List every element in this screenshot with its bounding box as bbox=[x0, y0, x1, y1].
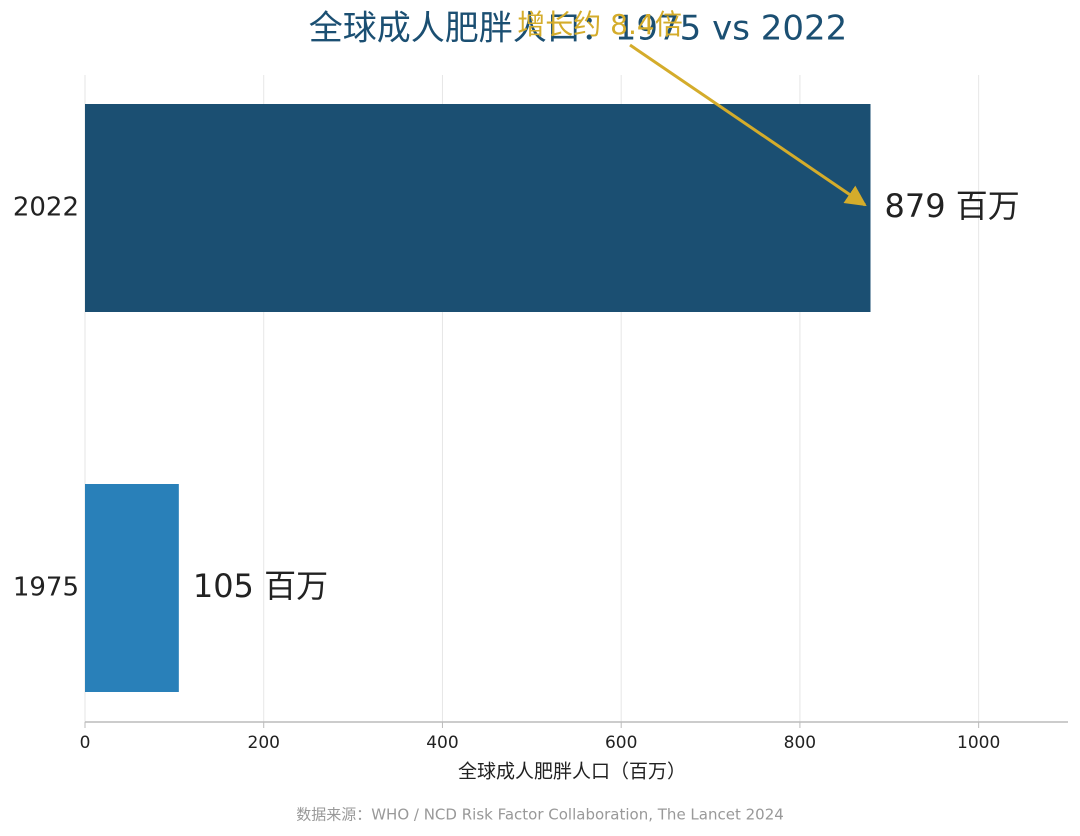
annotation: 增长约 8.4倍 bbox=[517, 8, 682, 41]
x-tick-label: 400 bbox=[426, 733, 458, 753]
bar bbox=[85, 104, 871, 312]
x-tick-label: 200 bbox=[248, 733, 280, 753]
data-label: 879 百万 bbox=[885, 187, 1020, 225]
bar bbox=[85, 484, 179, 692]
bars bbox=[85, 104, 871, 692]
x-axis-label: 全球成人肥胖人口（百万） bbox=[458, 761, 686, 783]
x-tick-label: 0 bbox=[80, 733, 91, 753]
y-tick-label: 1975 bbox=[13, 573, 79, 603]
data-label: 105 百万 bbox=[193, 567, 328, 605]
source: 数据来源：WHO / NCD Risk Factor Collaboration… bbox=[296, 806, 784, 824]
x-tick-label: 1000 bbox=[957, 733, 1000, 753]
chart-title: 全球成人肥胖人口：1975 vs 2022 bbox=[309, 9, 848, 49]
y-tick-label: 2022 bbox=[13, 193, 79, 223]
x-tick-label: 800 bbox=[784, 733, 816, 753]
x-tick-label: 600 bbox=[605, 733, 637, 753]
annotation-arrow bbox=[629, 43, 867, 207]
